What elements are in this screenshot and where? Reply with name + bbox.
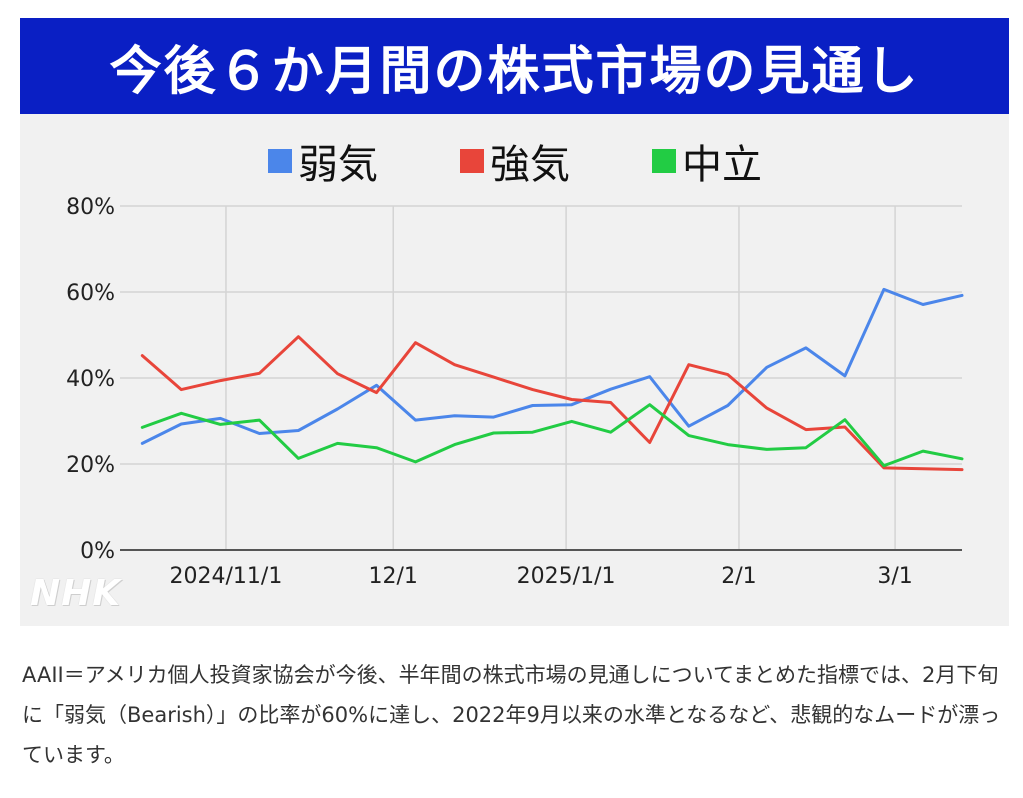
line-chart: 0% 20% 40% 60% 80% 2024/11/1 12/1 2025/1/1 2/1 3/… <box>66 195 964 589</box>
legend-item-neutral: 中立 <box>652 132 762 190</box>
series-line-bullish <box>140 335 964 472</box>
legend-label-bearish: 弱気 <box>298 142 378 188</box>
x-tick-label: 3/1 <box>877 564 912 589</box>
legend-label-neutral: 中立 <box>682 142 762 188</box>
series-line-bearish <box>140 287 964 445</box>
article-caption: AAII＝アメリカ個人投資家協会が今後、半年間の株式市場の見通しについてまとめた… <box>22 663 1001 767</box>
y-tick-label: 60% <box>66 281 115 306</box>
chart-title: 今後６か月間の株式市場の見通し <box>20 18 1009 114</box>
x-tick-label: 12/1 <box>369 564 418 589</box>
legend-swatch-bullish <box>460 149 484 173</box>
legend-label-bullish: 強気 <box>490 142 570 188</box>
nhk-logo-watermark: NHK <box>30 573 122 614</box>
chart-figure: 今後６か月間の株式市場の見通し 弱気 強気 中立 0% 20% 40% 60% 80% 2… <box>20 18 1009 626</box>
legend-swatch-neutral <box>652 149 676 173</box>
y-tick-label: 20% <box>66 453 115 478</box>
y-tick-label: 80% <box>66 195 115 220</box>
y-tick-label: 0% <box>80 539 115 564</box>
x-tick-label: 2/1 <box>721 564 756 589</box>
series-line-neutral <box>140 403 964 468</box>
legend-item-bullish: 強気 <box>460 132 570 190</box>
y-tick-label: 40% <box>66 367 115 392</box>
x-tick-label: 2024/11/1 <box>170 564 283 589</box>
legend-swatch-bearish <box>268 149 292 173</box>
legend-item-bearish: 弱気 <box>268 132 378 190</box>
x-tick-label: 2025/1/1 <box>517 564 616 589</box>
chart-legend: 弱気 強気 中立 <box>20 132 1009 192</box>
